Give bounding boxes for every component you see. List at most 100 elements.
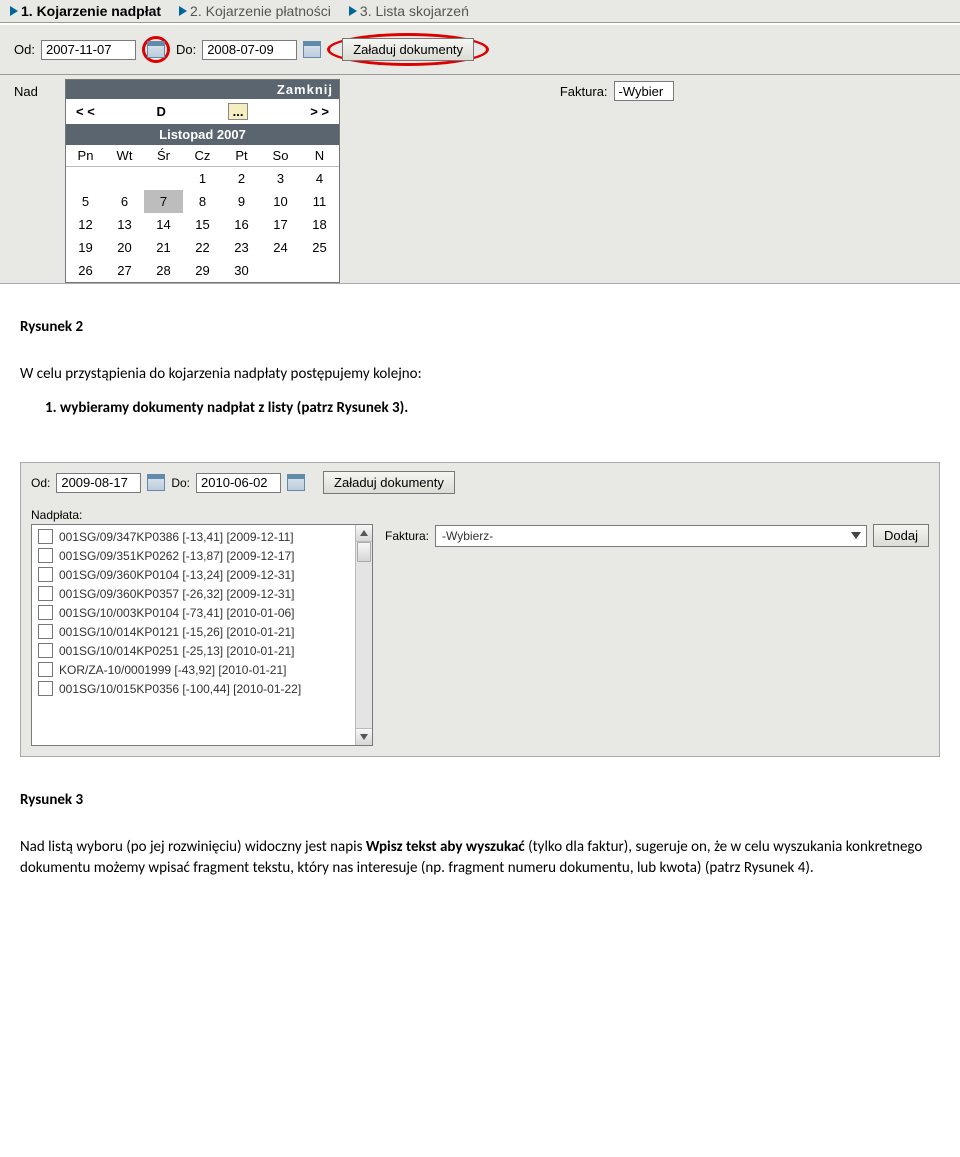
calendar-day[interactable]: 30	[222, 259, 261, 282]
faktura-select[interactable]: -Wybierz-	[435, 525, 867, 547]
nadplata-label: Nad	[14, 84, 38, 99]
list-item-label: 001SG/09/360KP0357 [-26,32] [2009-12-31]	[59, 587, 295, 601]
calendar-day[interactable]: 25	[300, 236, 339, 259]
highlight-circle	[142, 36, 170, 63]
tab-3-lista-skojarzen[interactable]: 3. Lista skojarzeń	[349, 3, 469, 19]
calendar-close-button[interactable]: Zamknij	[66, 80, 339, 99]
calendar-day	[105, 167, 144, 191]
calendar-day[interactable]: 3	[261, 167, 300, 191]
calendar-icon[interactable]	[147, 474, 165, 491]
calendar-day	[300, 259, 339, 282]
scroll-up-button[interactable]	[356, 525, 372, 542]
calendar-day[interactable]: 12	[66, 213, 105, 236]
list-item[interactable]: 001SG/10/015KP0356 [-100,44] [2010-01-22…	[32, 679, 355, 698]
calendar-prev-button[interactable]: < <	[76, 104, 95, 119]
list-item[interactable]: 001SG/10/014KP0251 [-25,13] [2010-01-21]	[32, 641, 355, 660]
calendar-day[interactable]: 29	[183, 259, 222, 282]
checkbox-icon[interactable]	[38, 605, 53, 620]
checkbox-icon[interactable]	[38, 548, 53, 563]
list-item[interactable]: KOR/ZA-10/0001999 [-43,92] [2010-01-21]	[32, 660, 355, 679]
calendar-today-button[interactable]: ...	[228, 103, 249, 120]
calendar-next-button[interactable]: > >	[310, 104, 329, 119]
do-date-input[interactable]	[202, 40, 297, 60]
calendar-day[interactable]: 13	[105, 213, 144, 236]
calendar-day[interactable]: 21	[144, 236, 183, 259]
calendar-day[interactable]: 22	[183, 236, 222, 259]
calendar-day[interactable]: 11	[300, 190, 339, 213]
list-item[interactable]: 001SG/09/360KP0104 [-13,24] [2009-12-31]	[32, 565, 355, 584]
calendar-day[interactable]: 10	[261, 190, 300, 213]
calendar-day[interactable]: 16	[222, 213, 261, 236]
checkbox-icon[interactable]	[38, 529, 53, 544]
calendar-day[interactable]: 18	[300, 213, 339, 236]
scroll-down-button[interactable]	[356, 728, 372, 745]
document-body: Rysunek 2 W celu przystąpienia do kojarz…	[0, 284, 960, 462]
calendar-day[interactable]: 17	[261, 213, 300, 236]
faktura-input[interactable]	[614, 81, 674, 101]
nadplata-listbox[interactable]: 001SG/09/347KP0386 [-13,41] [2009-12-11]…	[31, 524, 373, 746]
checkbox-icon[interactable]	[38, 662, 53, 677]
faktura-selected-value: -Wybierz-	[442, 529, 493, 543]
list-item-label: 001SG/10/015KP0356 [-100,44] [2010-01-22…	[59, 682, 301, 696]
scroll-track[interactable]	[356, 542, 372, 728]
load-documents-button[interactable]: Załaduj dokumenty	[323, 471, 455, 494]
list-item[interactable]: 001SG/09/351KP0262 [-13,87] [2009-12-17]	[32, 546, 355, 565]
calendar-day[interactable]: 9	[222, 190, 261, 213]
calendar-day[interactable]: 20	[105, 236, 144, 259]
do-label: Do:	[171, 476, 190, 490]
arrow-right-icon	[349, 6, 357, 16]
do-date-input[interactable]	[196, 473, 281, 493]
calendar-d-label: D	[157, 104, 166, 119]
do-label: Do:	[176, 42, 196, 57]
step-1: wybieramy dokumenty nadpłat z listy (pat…	[60, 399, 940, 417]
calendar-day[interactable]: 24	[261, 236, 300, 259]
calendar-day[interactable]: 1	[183, 167, 222, 191]
faktura-row: Faktura: -Wybierz- Dodaj	[385, 524, 929, 547]
calendar-day[interactable]: 6	[105, 190, 144, 213]
scrollbar[interactable]	[355, 525, 372, 745]
calendar-day	[144, 167, 183, 191]
calendar-day[interactable]: 28	[144, 259, 183, 282]
calendar-day[interactable]: 15	[183, 213, 222, 236]
tab-1-kojarzenie-nadplat[interactable]: 1. Kojarzenie nadpłat	[10, 3, 161, 19]
calendar-day[interactable]: 5	[66, 190, 105, 213]
tab-bar: 1. Kojarzenie nadpłat 2. Kojarzenie płat…	[0, 0, 960, 23]
checkbox-icon[interactable]	[38, 567, 53, 582]
list-item-label: 001SG/09/347KP0386 [-13,41] [2009-12-11]	[59, 530, 294, 544]
calendar-day[interactable]: 27	[105, 259, 144, 282]
calendar-icon[interactable]	[147, 41, 165, 58]
screenshot-1: 1. Kojarzenie nadpłat 2. Kojarzenie płat…	[0, 0, 960, 284]
list-item-label: KOR/ZA-10/0001999 [-43,92] [2010-01-21]	[59, 663, 286, 677]
calendar-day[interactable]: 26	[66, 259, 105, 282]
calendar-nav: < < D ... > >	[66, 99, 339, 124]
list-item[interactable]: 001SG/10/014KP0121 [-15,26] [2010-01-21]	[32, 622, 355, 641]
calendar-dow: Pn	[66, 145, 105, 167]
calendar-icon[interactable]	[303, 41, 321, 58]
scroll-thumb[interactable]	[357, 542, 371, 562]
list-item[interactable]: 001SG/10/003KP0104 [-73,41] [2010-01-06]	[32, 603, 355, 622]
od-date-input[interactable]	[56, 473, 141, 493]
calendar-icon[interactable]	[287, 474, 305, 491]
dodaj-button[interactable]: Dodaj	[873, 524, 929, 547]
checkbox-icon[interactable]	[38, 643, 53, 658]
calendar-day[interactable]: 8	[183, 190, 222, 213]
tab-label: 1. Kojarzenie nadpłat	[21, 3, 161, 19]
calendar-day[interactable]: 7	[144, 190, 183, 213]
load-documents-button[interactable]: Załaduj dokumenty	[342, 38, 474, 61]
calendar-day[interactable]: 14	[144, 213, 183, 236]
date-filter-row: Od: Do: Załaduj dokumenty	[0, 23, 960, 75]
calendar-day[interactable]: 2	[222, 167, 261, 191]
od-date-input[interactable]	[41, 40, 136, 60]
checkbox-icon[interactable]	[38, 624, 53, 639]
checkbox-icon[interactable]	[38, 681, 53, 696]
calendar-day[interactable]: 4	[300, 167, 339, 191]
list-item[interactable]: 001SG/09/360KP0357 [-26,32] [2009-12-31]	[32, 584, 355, 603]
calendar-grid: PnWtŚrCzPtSoN 12345678910111213141516171…	[66, 145, 339, 282]
calendar-day[interactable]: 19	[66, 236, 105, 259]
list-item-label: 001SG/10/003KP0104 [-73,41] [2010-01-06]	[59, 606, 295, 620]
tab-2-kojarzenie-platnosci[interactable]: 2. Kojarzenie płatności	[179, 3, 331, 19]
checkbox-icon[interactable]	[38, 586, 53, 601]
list-item[interactable]: 001SG/09/347KP0386 [-13,41] [2009-12-11]	[32, 527, 355, 546]
chevron-down-icon	[360, 734, 368, 740]
calendar-day[interactable]: 23	[222, 236, 261, 259]
